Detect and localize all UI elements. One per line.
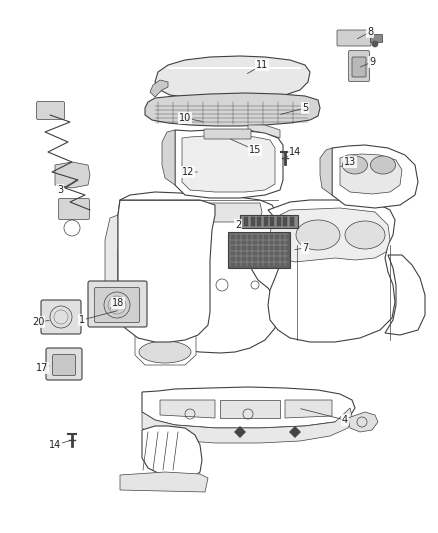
Bar bbox=[370, 34, 382, 42]
Polygon shape bbox=[142, 387, 355, 428]
Bar bbox=[244, 217, 248, 226]
Polygon shape bbox=[120, 472, 208, 492]
Bar bbox=[270, 217, 274, 226]
Text: 1: 1 bbox=[79, 315, 85, 325]
Text: 14: 14 bbox=[49, 440, 61, 450]
Polygon shape bbox=[162, 130, 175, 185]
Text: 18: 18 bbox=[112, 298, 124, 308]
Polygon shape bbox=[118, 192, 278, 353]
Text: 10: 10 bbox=[179, 113, 191, 123]
Polygon shape bbox=[175, 130, 283, 198]
Text: 2: 2 bbox=[235, 220, 241, 230]
FancyBboxPatch shape bbox=[95, 287, 139, 322]
Polygon shape bbox=[332, 145, 418, 208]
Ellipse shape bbox=[296, 220, 340, 250]
Text: 14: 14 bbox=[289, 147, 301, 157]
FancyBboxPatch shape bbox=[41, 300, 81, 334]
Polygon shape bbox=[348, 412, 378, 432]
Bar bbox=[264, 217, 268, 226]
Text: 4: 4 bbox=[342, 415, 348, 425]
FancyBboxPatch shape bbox=[337, 30, 371, 46]
Ellipse shape bbox=[139, 341, 191, 363]
Polygon shape bbox=[142, 408, 352, 443]
Bar bbox=[276, 217, 280, 226]
Polygon shape bbox=[270, 208, 390, 262]
Polygon shape bbox=[268, 200, 395, 342]
Polygon shape bbox=[155, 56, 310, 99]
Polygon shape bbox=[289, 426, 301, 438]
Text: 20: 20 bbox=[32, 317, 44, 327]
Text: 9: 9 bbox=[369, 57, 375, 67]
Polygon shape bbox=[150, 80, 168, 97]
FancyBboxPatch shape bbox=[349, 51, 370, 82]
Text: 11: 11 bbox=[256, 60, 268, 70]
Polygon shape bbox=[145, 93, 320, 126]
Bar bbox=[290, 217, 293, 226]
FancyBboxPatch shape bbox=[88, 281, 147, 327]
Polygon shape bbox=[240, 215, 298, 228]
Polygon shape bbox=[385, 255, 425, 335]
Polygon shape bbox=[135, 320, 196, 365]
Polygon shape bbox=[118, 248, 130, 312]
Text: 13: 13 bbox=[344, 157, 356, 167]
FancyBboxPatch shape bbox=[352, 57, 366, 77]
Text: 15: 15 bbox=[249, 145, 261, 155]
FancyBboxPatch shape bbox=[36, 101, 64, 119]
Ellipse shape bbox=[345, 221, 385, 249]
Text: 3: 3 bbox=[57, 185, 63, 195]
Polygon shape bbox=[234, 426, 246, 438]
FancyBboxPatch shape bbox=[204, 129, 251, 139]
Polygon shape bbox=[285, 400, 332, 418]
Circle shape bbox=[372, 41, 378, 47]
Text: 5: 5 bbox=[302, 103, 308, 113]
Polygon shape bbox=[136, 203, 262, 222]
FancyBboxPatch shape bbox=[53, 354, 75, 376]
Bar bbox=[257, 217, 261, 226]
Polygon shape bbox=[118, 200, 215, 342]
Polygon shape bbox=[160, 400, 215, 418]
Text: 12: 12 bbox=[182, 167, 194, 177]
Polygon shape bbox=[248, 125, 280, 138]
Polygon shape bbox=[55, 162, 90, 188]
FancyBboxPatch shape bbox=[59, 198, 89, 220]
Ellipse shape bbox=[135, 316, 195, 344]
Polygon shape bbox=[340, 154, 402, 194]
Polygon shape bbox=[105, 215, 118, 320]
Text: 17: 17 bbox=[36, 363, 48, 373]
Text: 7: 7 bbox=[302, 243, 308, 253]
Polygon shape bbox=[320, 148, 332, 195]
Polygon shape bbox=[228, 232, 290, 268]
Polygon shape bbox=[220, 400, 280, 418]
Text: 8: 8 bbox=[367, 27, 373, 37]
Bar bbox=[251, 217, 254, 226]
Bar bbox=[283, 217, 287, 226]
FancyBboxPatch shape bbox=[46, 348, 82, 380]
Polygon shape bbox=[182, 135, 275, 192]
Polygon shape bbox=[142, 426, 202, 478]
Ellipse shape bbox=[343, 156, 367, 174]
Ellipse shape bbox=[371, 156, 396, 174]
